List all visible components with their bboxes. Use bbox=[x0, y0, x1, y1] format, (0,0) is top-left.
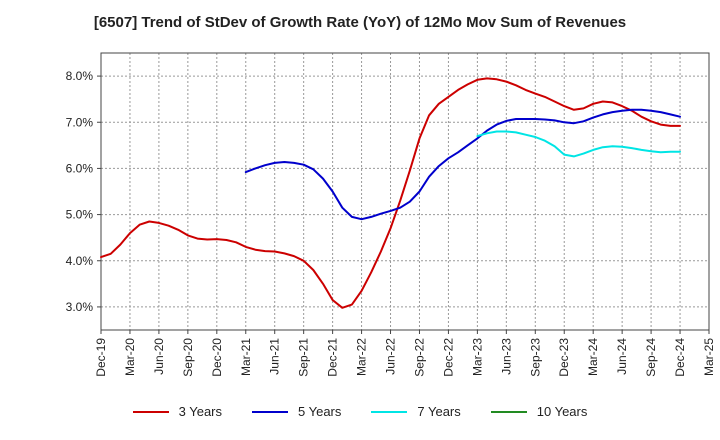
legend-label-7-years: 7 Years bbox=[417, 404, 461, 419]
x-tick-label: Sep-20 bbox=[181, 338, 195, 377]
x-tick-label: Dec-23 bbox=[557, 338, 571, 377]
x-tick-label: Jun-24 bbox=[615, 338, 629, 375]
y-tick-label: 8.0% bbox=[66, 69, 94, 83]
legend-item-5-years: 5 Years bbox=[252, 404, 341, 419]
y-tick-label: 3.0% bbox=[66, 300, 94, 314]
legend-item-10-years: 10 Years bbox=[490, 404, 588, 419]
x-tick-label: Mar-24 bbox=[586, 338, 600, 376]
y-tick-label: 5.0% bbox=[66, 208, 94, 222]
legend-label-5-years: 5 Years bbox=[298, 404, 342, 419]
legend-label-3-years: 3 Years bbox=[178, 404, 222, 419]
x-tick-label: Mar-23 bbox=[470, 338, 484, 376]
y-axis: 3.0% 4.0% 5.0% 6.0% 7.0% 8.0% bbox=[66, 69, 101, 314]
y-tick-label: 4.0% bbox=[66, 254, 94, 268]
chart-title: [6507] Trend of StDev of Growth Rate (Yo… bbox=[93, 14, 627, 31]
x-tick-label: Dec-21 bbox=[326, 338, 340, 377]
y-tick-label: 7.0% bbox=[66, 115, 94, 129]
x-tick-label: Mar-25 bbox=[702, 338, 716, 376]
x-tick-label: Sep-21 bbox=[297, 338, 311, 377]
x-tick-label: Sep-23 bbox=[528, 338, 542, 377]
x-tick-label: Sep-24 bbox=[644, 338, 658, 377]
x-tick-label: Mar-22 bbox=[355, 338, 369, 376]
x-axis: Dec-19 Mar-20 Jun-20 Sep-20 Dec-20 Mar-21 Jun-… bbox=[94, 330, 716, 377]
x-tick-label: Sep-22 bbox=[412, 338, 426, 377]
legend-swatch-10-years bbox=[490, 410, 527, 413]
legend: 3 Years 5 Years 7 Years 10 Years bbox=[0, 404, 720, 419]
legend-swatch-3-years bbox=[132, 410, 169, 413]
x-tick-label: Dec-22 bbox=[441, 338, 455, 377]
x-tick-label: Dec-19 bbox=[94, 338, 108, 377]
x-tick-label: Jun-22 bbox=[384, 338, 398, 375]
legend-swatch-5-years bbox=[252, 410, 288, 413]
x-tick-label: Dec-24 bbox=[673, 338, 687, 377]
x-tick-label: Jun-21 bbox=[268, 338, 282, 375]
series-line-7-years bbox=[476, 130, 681, 158]
y-tick-label: 6.0% bbox=[66, 161, 94, 175]
x-tick-label: Dec-20 bbox=[210, 338, 224, 377]
legend-item-3-years: 3 Years bbox=[132, 404, 222, 419]
series-line-5-years bbox=[244, 108, 681, 221]
x-tick-label: Mar-21 bbox=[239, 338, 253, 376]
series-line-3-years bbox=[100, 77, 681, 309]
x-tick-label: Mar-20 bbox=[123, 338, 137, 376]
series-lines bbox=[100, 77, 681, 309]
grid-lines bbox=[100, 53, 710, 330]
x-tick-label: Jun-23 bbox=[499, 338, 513, 375]
legend-item-7-years: 7 Years bbox=[371, 404, 461, 419]
x-tick-label: Jun-20 bbox=[152, 338, 166, 375]
legend-swatch-7-years bbox=[371, 410, 408, 413]
plot-frame bbox=[100, 52, 710, 331]
legend-label-10-years: 10 Years bbox=[536, 404, 588, 419]
